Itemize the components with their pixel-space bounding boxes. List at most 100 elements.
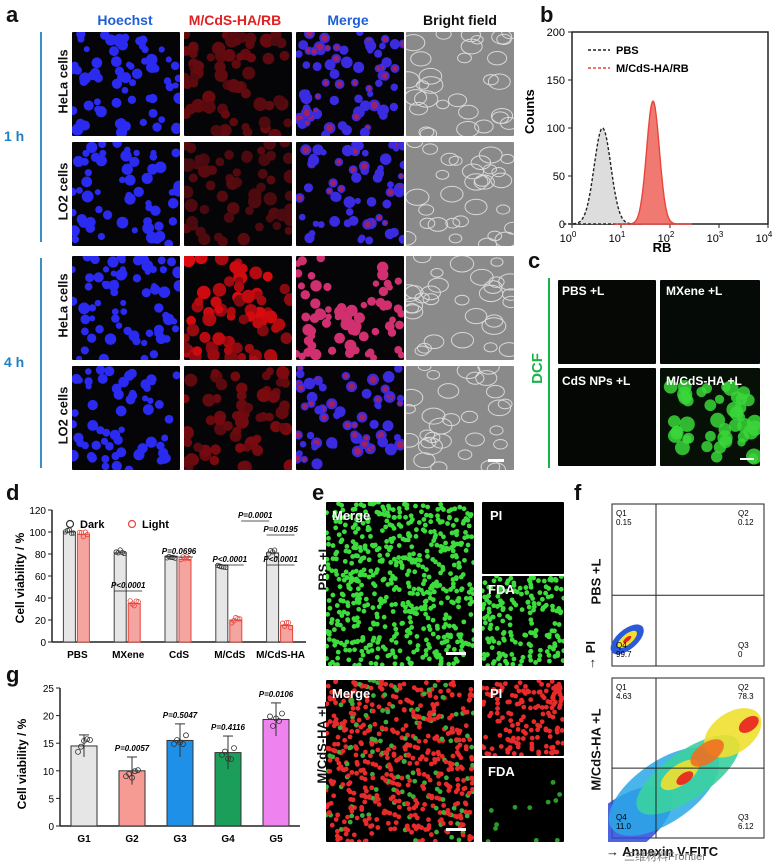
panel-label-e: e	[312, 480, 325, 505]
b-ytick-3: 150	[547, 75, 565, 87]
panel-label-d: d	[6, 480, 20, 505]
d-bar-3-1	[229, 619, 243, 643]
panel-label-f: f	[574, 480, 582, 505]
micro-tile-r0-c1	[184, 32, 292, 136]
d-bar-2-1	[178, 559, 192, 643]
f2-q1v: 4.63	[616, 692, 632, 701]
g-ytick-4: 20	[43, 712, 55, 723]
d-xtick-1: MXene	[112, 650, 145, 661]
d-bar-0-0	[62, 531, 76, 643]
d-annot-5: P=0.0195	[263, 525, 298, 534]
micro-tile-r1-c1	[184, 142, 292, 246]
g-annot-1: P=0.0057	[115, 744, 150, 753]
d-annot-3: P<0.0001	[263, 555, 298, 564]
chart-d-ylabel: Cell viability / %	[13, 532, 27, 623]
f1-q4v: 99.7	[616, 650, 632, 659]
g-xtick-2: G3	[173, 834, 187, 845]
d-bar-4-0	[266, 552, 280, 643]
f1-q2: Q2	[738, 509, 749, 518]
scale-bar-a	[488, 459, 504, 462]
f2-q4: Q4	[616, 813, 627, 822]
f1-q2v: 0.12	[738, 518, 754, 527]
e-pi-label-2: PI	[490, 686, 503, 701]
b-ytick-1: 50	[553, 171, 565, 183]
time-4h: 4 h	[4, 354, 25, 370]
d-xtick-2: CdS	[169, 650, 189, 661]
g-annot-4: P=0.0106	[259, 690, 294, 699]
b-series-1	[613, 100, 693, 225]
d-bar-4-1	[280, 625, 294, 643]
dcf-tile-mcdsha: M/CdS-HA +L	[660, 368, 760, 466]
micro-tile-r2-c0	[72, 256, 180, 360]
g-xtick-4: G5	[269, 834, 283, 845]
micro-tile-r1-c3	[406, 142, 514, 246]
b-xtick-4: 104	[756, 230, 773, 245]
f1-q3: Q3	[738, 641, 749, 650]
d-bar-1-1	[127, 603, 141, 643]
e-tile-5	[482, 758, 564, 842]
d-ytick-1: 20	[35, 616, 47, 627]
d-ytick-2: 40	[35, 594, 47, 605]
b-ytick-2: 100	[547, 123, 565, 135]
f2-q2: Q2	[738, 683, 749, 692]
dcf-tile-mxene: MXene +L	[660, 280, 760, 364]
b-series-0	[563, 127, 642, 225]
d-ytick-5: 100	[29, 528, 46, 539]
b-legend-1: M/CdS-HA/RB	[616, 63, 689, 75]
g-xtick-1: G2	[125, 834, 139, 845]
row-label-hela-4h: HeLa cells	[55, 273, 71, 338]
d-ytick-4: 80	[35, 550, 47, 561]
time-bracket-1h	[40, 32, 42, 242]
d-xtick-3: M/CdS	[214, 650, 245, 661]
dcf-bracket	[548, 278, 550, 468]
g-xtick-3: G4	[221, 834, 235, 845]
micro-tile-r0-c3	[406, 32, 514, 136]
d-xtick-4: M/CdS-HA	[256, 650, 305, 661]
d-bar-2-0	[164, 555, 178, 643]
panel-label-b: b	[540, 2, 554, 27]
d-bar-0-1	[76, 533, 90, 643]
d-annot-4: P=0.0001	[238, 511, 273, 520]
d-annot-2: P<0.0001	[213, 555, 248, 564]
chart-g-ylabel: Cell viability / %	[15, 718, 29, 809]
b-legend-0: PBS	[616, 45, 639, 57]
micro-tile-r2-c1	[184, 256, 292, 360]
dcf-tile-mxene-label: MXene +L	[666, 284, 723, 298]
panel-label-g: g	[6, 662, 20, 687]
dcf-tile-cds-label: CdS NPs +L	[562, 374, 631, 388]
e-merge-label-1: Merge	[332, 508, 371, 523]
micro-tile-r0-c2	[296, 32, 404, 136]
chart-b-ylabel: Counts	[522, 89, 537, 134]
dcf-tile-mcdsha-label: M/CdS-HA +L	[666, 374, 742, 388]
f1-q1v: 0.15	[616, 518, 632, 527]
col-header-merge: Merge	[327, 12, 369, 28]
f-yaxis-text: PI	[582, 641, 598, 654]
g-ytick-1: 5	[48, 794, 54, 805]
f2-q2v: 78.3	[738, 692, 754, 701]
d-legend-0: Dark	[80, 519, 105, 531]
b-xtick-0: 100	[560, 230, 577, 245]
b-xtick-1: 101	[609, 230, 626, 245]
micro-tile-r2-c2	[296, 256, 404, 360]
g-ytick-5: 25	[43, 684, 55, 695]
f1-q3v: 0	[738, 650, 743, 659]
chart-g: 0 5 10 15 20 25 G1 G2 P=0.0057 G3 P=0.5047 G4 P=0.41…	[15, 684, 300, 845]
time-bracket-4h	[40, 258, 42, 468]
micro-tile-r3-c2	[296, 366, 404, 470]
d-bar-3-0	[215, 564, 229, 643]
d-annot-0: P<0.0001	[111, 581, 146, 590]
panel-label-c: c	[528, 248, 541, 273]
col-header-rb: M/CdS-HA/RB	[188, 12, 282, 28]
e-merge-label-2: Merge	[332, 686, 371, 701]
row-label-lo2-4h: LO2 cells	[55, 386, 71, 445]
time-1h: 1 h	[4, 128, 25, 144]
e-pi-label-1: PI	[490, 508, 503, 523]
dcf-tile-pbs-label: PBS +L	[562, 284, 605, 298]
f-row-label-pbs: PBS +L	[588, 558, 604, 605]
d-annot-1: P=0.0696	[162, 547, 197, 556]
micro-tile-r1-c0	[72, 142, 180, 246]
chart-d: 0 20 40 60 80 100 120 PBS MXene CdS M/CdS M/CdS-HA D…	[13, 506, 306, 661]
